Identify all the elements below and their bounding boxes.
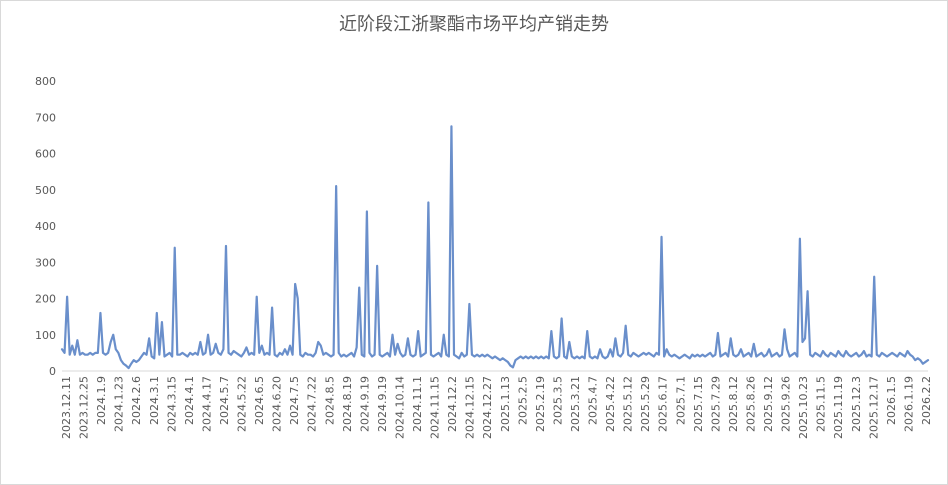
x-tick-label: 2025.5.29 [639,376,652,432]
x-tick-label: 2024.1.9 [95,376,108,425]
x-tick-label: 2024.8.5 [323,376,336,425]
x-tick-label: 2025.12.17 [867,376,880,439]
x-tick-label: 2025.9.26 [780,376,793,432]
y-axis: 0 100 200 300 400 500 600 700 800 [35,75,56,378]
x-tick-label: 2024.11.1 [411,376,424,432]
x-tick-label: 2025.8.12 [727,376,740,432]
x-tick-label: 2023.12.25 [78,376,91,439]
x-tick-label: 2025.4.7 [587,376,600,425]
x-tick-label: 2025.5.12 [622,376,635,432]
x-tick-label: 2024.9.19 [358,376,371,432]
x-tick-label: 2025.10.23 [797,376,810,439]
x-tick-label: 2026.2.2 [920,376,933,425]
y-tick-label: 400 [35,220,56,233]
x-tick-label: 2025.12.3 [850,376,863,432]
x-tick-label: 2025.9.12 [762,376,775,432]
series-line [60,125,930,370]
x-tick-label: 2024.4.17 [200,376,213,432]
x-tick-label: 2024.2.6 [130,376,143,425]
x-tick-label: 2024.1.23 [113,376,126,432]
y-tick-label: 600 [35,148,56,161]
x-tick-label: 2024.10.14 [393,376,406,439]
y-tick-label: 300 [35,256,56,269]
chart-title: 近阶段江浙聚酯市场平均产销走势 [339,14,609,35]
x-tick-label: 2025.4.22 [604,376,617,432]
x-tick-label: 2024.5.22 [236,376,249,432]
x-tick-label: 2026.1.5 [885,376,898,425]
x-tick-label: 2024.4.1 [183,376,196,425]
y-tick-label: 500 [35,184,56,197]
x-tick-label: 2024.12.2 [446,376,459,432]
y-tick-label: 0 [49,365,56,378]
x-tick-label: 2023.12.11 [60,376,73,439]
y-tick-label: 800 [35,75,56,88]
x-tick-label: 2025.7.29 [709,376,722,432]
x-tick-label: 2024.5.7 [218,376,231,425]
x-tick-label: 2024.11.15 [429,376,442,439]
x-tick-label: 2024.3.15 [165,376,178,432]
x-tick-label: 2025.8.26 [744,376,757,432]
x-tick-label: 2025.3.21 [569,376,582,432]
x-tick-label: 2024.8.19 [341,376,354,432]
x-tick-label: 2025.11.5 [815,376,828,432]
x-tick-label: 2024.7.22 [306,376,319,432]
y-tick-label: 100 [35,329,56,342]
x-tick-label: 2025.6.17 [657,376,670,432]
x-tick-label: 2024.6.5 [253,376,266,425]
y-tick-label: 700 [35,111,56,124]
x-tick-label: 2024.6.20 [271,376,284,432]
x-tick-label: 2025.7.1 [674,376,687,425]
x-tick-label: 2024.9.19 [376,376,389,432]
x-tick-label: 2024.12.27 [481,376,494,439]
x-tick-label: 2024.12.15 [464,376,477,439]
x-tick-label: 2024.7.5 [288,376,301,425]
y-tick-label: 200 [35,293,56,306]
x-tick-label: 2025.2.5 [516,376,529,425]
x-tick-label: 2026.1.19 [902,376,915,432]
x-tick-label: 2025.11.19 [832,376,845,439]
x-tick-label: 2025.3.5 [551,376,564,425]
x-tick-label: 2025.1.13 [499,376,512,432]
x-axis: 2023.12.11 2023.12.25 2024.1.9 2024.1.23 202… [60,376,933,439]
x-tick-label: 2025.2.19 [534,376,547,432]
x-tick-label: 2025.7.15 [692,376,705,432]
x-tick-label: 2024.3.1 [148,376,161,425]
